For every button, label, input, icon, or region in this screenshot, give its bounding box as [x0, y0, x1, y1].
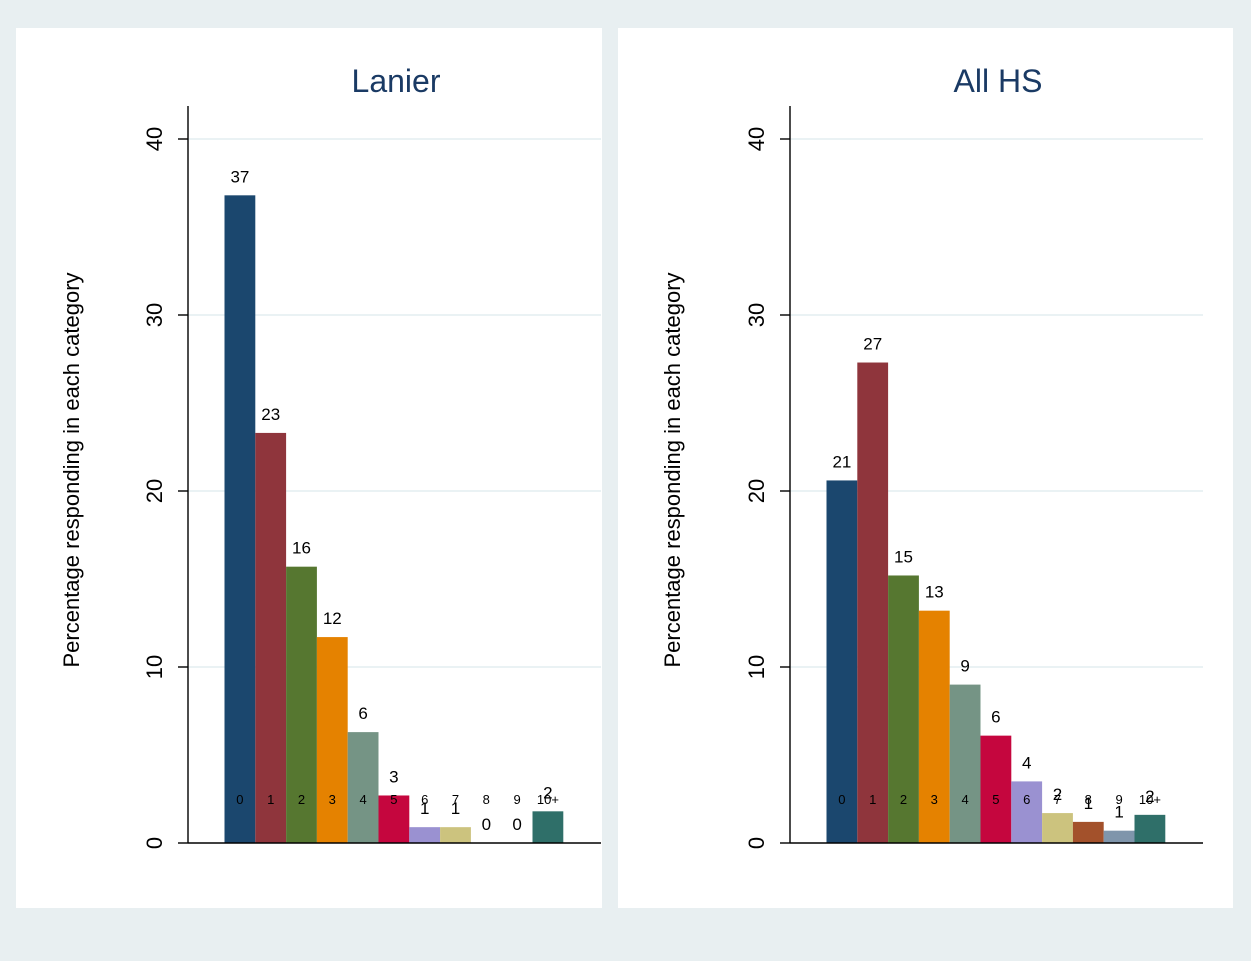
value-label: 2 — [1145, 787, 1154, 806]
y-tick-label: 0 — [744, 837, 769, 849]
x-tick-label: 0 — [236, 792, 243, 807]
bar-all-hs-6 — [1011, 781, 1043, 843]
value-label: 15 — [894, 547, 913, 566]
bar-all-hs-2 — [888, 575, 919, 843]
x-tick-label: 5 — [992, 792, 999, 807]
x-tick-label: 4 — [961, 792, 968, 807]
x-tick-label: 9 — [1115, 792, 1122, 807]
bar-all-hs-0 — [826, 480, 858, 843]
bars-lanier — [224, 195, 564, 843]
y-tick-label: 40 — [142, 127, 167, 151]
value-label: 37 — [230, 167, 249, 186]
x-tick-label: 10+ — [1139, 792, 1161, 807]
x-tick-label: 9 — [513, 792, 520, 807]
y-tick-label: 0 — [142, 837, 167, 849]
value-label: 16 — [292, 539, 311, 558]
y-ticks-lanier: 0 10 20 30 40 — [142, 127, 188, 849]
value-label: 9 — [960, 657, 969, 676]
bar-lanier-2 — [286, 566, 317, 843]
x-tick-label: 6 — [421, 792, 428, 807]
x-tick-label: 2 — [298, 792, 305, 807]
value-label: 23 — [261, 405, 280, 424]
y-tick-label: 40 — [744, 127, 769, 151]
y-tick-label: 10 — [142, 655, 167, 679]
value-label: 1 — [1084, 794, 1093, 813]
x-tick-label: 0 — [838, 792, 845, 807]
bar-all-hs-7 — [1042, 813, 1073, 843]
bar-lanier-0 — [224, 195, 256, 843]
x-tick-label: 2 — [900, 792, 907, 807]
x-tick-label: 3 — [931, 792, 938, 807]
x-ticks-lanier: 0 1 2 3 4 5 6 7 8 9 10+ — [236, 792, 559, 807]
value-label: 2 — [543, 783, 552, 802]
value-label: 13 — [925, 583, 944, 602]
x-tick-label: 8 — [483, 792, 490, 807]
value-label: 2 — [1053, 785, 1062, 804]
bars-all-hs — [826, 362, 1166, 843]
bar-all-hs-10plus — [1134, 814, 1166, 843]
bar-lanier-1 — [255, 432, 287, 843]
x-tick-label: 4 — [359, 792, 366, 807]
x-tick-label: 10+ — [537, 792, 559, 807]
value-label: 4 — [1022, 753, 1031, 772]
bar-lanier-5 — [378, 795, 410, 843]
y-tick-label: 30 — [744, 303, 769, 327]
x-tick-label: 8 — [1085, 792, 1092, 807]
value-label: 6 — [991, 708, 1000, 727]
bar-all-hs-3 — [918, 610, 950, 843]
chart-panel-lanier: Lanier Percentage responding in each cat… — [16, 28, 602, 908]
value-label: 1 — [420, 799, 429, 818]
bar-all-hs-4 — [949, 684, 981, 843]
x-tick-label: 6 — [1023, 792, 1030, 807]
bar-all-hs-9 — [1103, 830, 1135, 843]
bar-all-hs-5 — [980, 735, 1012, 843]
value-label: 1 — [451, 799, 460, 818]
bar-all-hs-1 — [857, 362, 889, 843]
value-label: 12 — [323, 609, 342, 628]
value-label: 3 — [389, 767, 398, 786]
chart-title-lanier: Lanier — [352, 63, 441, 99]
value-label: 27 — [863, 335, 882, 354]
chart-panel-all-hs: All HS Percentage responding in each cat… — [618, 28, 1233, 908]
x-ticks-all-hs: 0 1 2 3 4 5 6 7 8 9 10+ — [838, 792, 1161, 807]
bar-lanier-6 — [409, 827, 441, 843]
x-tick-label: 1 — [869, 792, 876, 807]
value-label: 0 — [512, 815, 521, 834]
y-axis-label-all-hs: Percentage responding in each category — [660, 272, 685, 667]
x-tick-label: 1 — [267, 792, 274, 807]
y-tick-label: 20 — [142, 479, 167, 503]
x-tick-label: 5 — [390, 792, 397, 807]
y-tick-label: 20 — [744, 479, 769, 503]
x-tick-label: 7 — [1054, 792, 1061, 807]
x-tick-label: 3 — [329, 792, 336, 807]
bar-lanier-10plus — [532, 811, 564, 843]
value-label: 21 — [832, 452, 851, 471]
value-label: 1 — [1114, 803, 1123, 822]
bar-lanier-3 — [316, 637, 348, 843]
y-tick-label: 10 — [744, 655, 769, 679]
y-tick-label: 30 — [142, 303, 167, 327]
value-label: 0 — [482, 815, 491, 834]
bar-lanier-4 — [347, 732, 379, 843]
y-axis-label-lanier: Percentage responding in each category — [59, 272, 84, 667]
bar-lanier-7 — [440, 827, 471, 843]
chart-title-all-hs: All HS — [954, 63, 1043, 99]
value-label: 6 — [358, 704, 367, 723]
y-ticks-all-hs: 0 10 20 30 40 — [744, 127, 790, 849]
x-tick-label: 7 — [452, 792, 459, 807]
bar-all-hs-8 — [1072, 821, 1104, 843]
